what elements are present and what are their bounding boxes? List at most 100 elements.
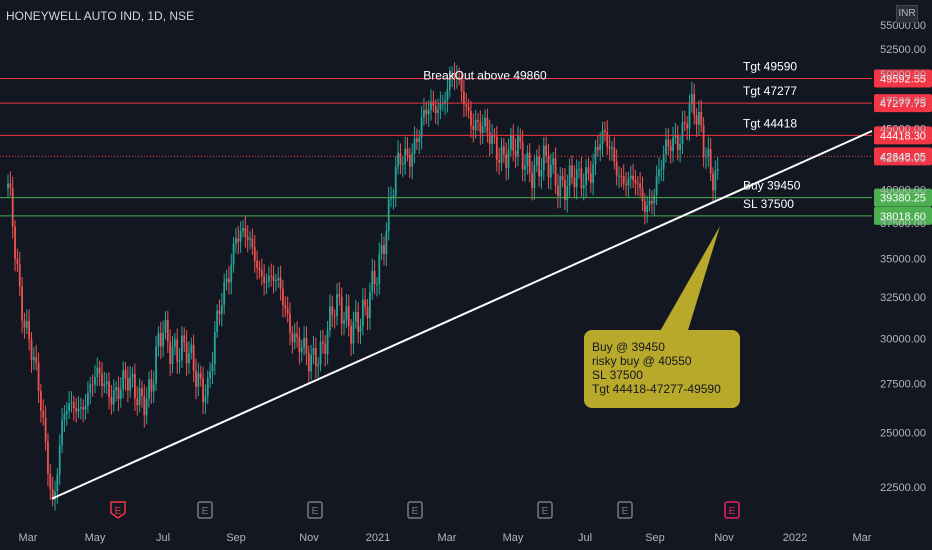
candle-body: [564, 179, 566, 200]
candle-body: [477, 120, 479, 122]
candle-body: [660, 168, 663, 170]
candle-body: [474, 120, 477, 131]
candle-body: [578, 168, 580, 170]
candle-body: [434, 105, 437, 113]
candle-body: [561, 176, 564, 180]
candle-body: [51, 489, 54, 500]
candle-body: [63, 413, 66, 421]
x-tick-label: 2021: [366, 532, 390, 544]
candle-body: [218, 310, 221, 315]
candle-body: [91, 384, 94, 386]
candle-body: [714, 171, 717, 191]
candle-body: [594, 146, 597, 165]
candle-body: [282, 288, 284, 306]
candle-body: [453, 72, 456, 78]
candle-body: [284, 305, 287, 309]
candle-body: [338, 294, 341, 297]
candle-body: [9, 183, 12, 188]
candle-body: [373, 270, 376, 284]
candle-body: [101, 373, 103, 387]
currency-badge[interactable]: INR: [896, 5, 918, 23]
candle-body: [604, 130, 606, 133]
candle-body: [517, 136, 519, 156]
candle-body: [385, 231, 388, 254]
candle-body: [524, 165, 526, 170]
candle-body: [545, 145, 548, 157]
candle-body: [40, 391, 42, 411]
candle-body: [554, 158, 557, 186]
candle-body: [239, 230, 242, 242]
candle-body: [272, 275, 275, 282]
candle-body: [28, 321, 31, 340]
candle-body: [568, 165, 571, 187]
candle-body: [206, 378, 209, 397]
earnings-marker: [724, 501, 740, 519]
trend-line: [51, 130, 873, 500]
candle-body: [557, 185, 559, 197]
candle-body: [258, 267, 261, 271]
x-tick-label: Mar: [853, 532, 872, 544]
candle-body: [152, 383, 155, 392]
price-tag: [874, 206, 932, 225]
candle-body: [408, 154, 411, 167]
candle-body: [204, 396, 207, 403]
candle-body: [225, 278, 228, 283]
candle-body: [354, 312, 357, 322]
x-tick-label: Nov: [299, 532, 319, 544]
candle-body: [629, 175, 632, 179]
candle-body: [122, 370, 125, 390]
price-tag-text: 44418.30: [880, 130, 926, 142]
candle-body: [202, 378, 204, 403]
candle-body: [44, 417, 47, 442]
candle-body: [665, 139, 667, 155]
note-line: Tgt 44418-47277-49590: [592, 382, 721, 396]
candle-body: [406, 148, 409, 155]
candle-body: [18, 264, 21, 287]
candle-body: [267, 275, 270, 282]
candle-body: [155, 346, 157, 384]
candle-body: [705, 156, 707, 158]
candle-body: [148, 379, 150, 399]
x-tick-label: Mar: [438, 532, 457, 544]
candle-body: [30, 339, 33, 361]
candle-body: [371, 270, 374, 293]
price-tag: [874, 188, 932, 207]
candle-body: [425, 109, 428, 115]
y-tick-label: 52500.00: [880, 44, 926, 56]
candle-body: [587, 167, 590, 174]
candle-body: [23, 320, 26, 328]
price-tag-text: 47277.75: [880, 98, 926, 110]
candle-body: [223, 282, 226, 305]
y-tick-label: 22500.00: [880, 482, 926, 494]
level-label: SL 37500: [743, 197, 794, 211]
candle-body: [444, 100, 446, 104]
candle-body: [620, 175, 623, 177]
candle-body: [589, 173, 592, 183]
candle-body: [662, 154, 665, 169]
candle-body: [688, 104, 691, 129]
price-tag-text: 38018.60: [880, 211, 926, 223]
candle-body: [270, 275, 273, 277]
candle-body: [571, 165, 573, 178]
candle-body: [296, 333, 298, 337]
price-tag: [874, 69, 932, 88]
candle-body: [112, 390, 115, 405]
y-tick-label: 35000.00: [880, 254, 926, 266]
candle-body: [486, 117, 489, 132]
candle-body: [681, 122, 684, 144]
candle-body: [103, 383, 106, 387]
chart-title: HONEYWELL AUTO IND, 1D, NSE: [6, 9, 195, 23]
earnings-marker-text: E: [542, 506, 549, 517]
candle-body: [611, 147, 613, 149]
candle-body: [324, 343, 327, 354]
candle-body: [291, 332, 294, 343]
candle-body: [82, 407, 85, 410]
x-tick-label: 2022: [783, 532, 807, 544]
candle-body: [387, 199, 390, 232]
candle-body: [32, 357, 35, 361]
candle-body: [495, 136, 498, 160]
candle-body: [690, 93, 693, 105]
candle-body: [345, 306, 348, 321]
candle-body: [35, 357, 38, 363]
